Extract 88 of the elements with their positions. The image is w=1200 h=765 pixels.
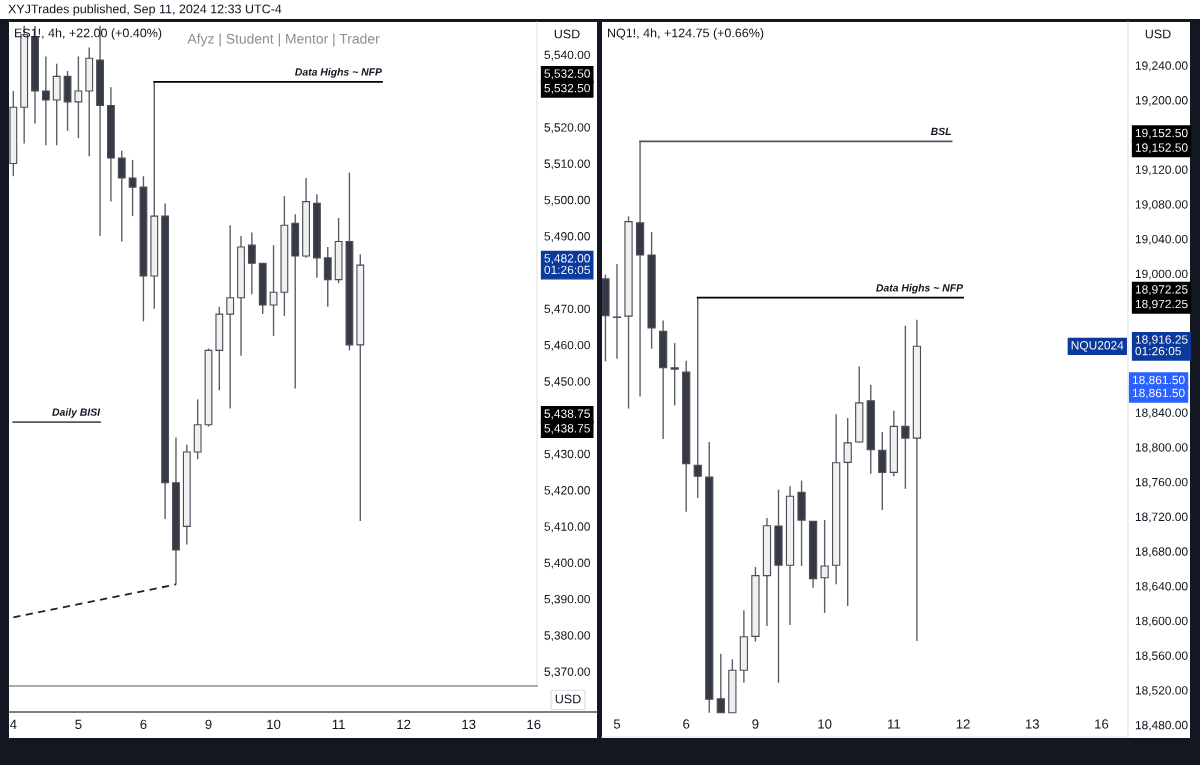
y-axis-title: USD (554, 29, 580, 39)
x-tick-label: 5 (75, 719, 82, 730)
y-tick-label: 18,600.00 (1135, 616, 1188, 627)
x-tick-label: 4 (9, 719, 17, 729)
y-tick-label: 5,500.00 (544, 195, 590, 206)
text: 18,861.50 (1132, 388, 1185, 399)
text: 18,916.25 01:26:05 (1135, 335, 1188, 356)
series-label: Data Highs ~ NFP (295, 67, 382, 78)
annotation: NQU2024 (1071, 341, 1124, 352)
x-tick-label: 11 (332, 719, 345, 729)
text: 19,152.50 (1135, 143, 1188, 154)
x-tick-label: 6 (140, 719, 147, 730)
y-tick-label: 5,430.00 (544, 449, 590, 460)
series-label: BSL (930, 127, 951, 136)
candlestick (41, 55, 50, 147)
text: 19,152.50 (1135, 128, 1188, 139)
y-tick-label: 18,520.00 (1135, 686, 1188, 696)
text: 5,532.50 (544, 83, 590, 94)
text: 18,972.25 (1135, 285, 1188, 296)
series-label: Daily BISI (52, 408, 101, 418)
x-tick-label: 16 (1095, 719, 1109, 729)
candlestick (693, 297, 702, 499)
x-tick-label: 9 (205, 719, 212, 730)
x-tick-label: 16 (527, 719, 541, 730)
y-tick-label: 19,080.00 (1135, 200, 1188, 211)
x-tick-label: 5 (613, 719, 621, 729)
text: USD (555, 694, 581, 704)
text: 5,438.75 (544, 409, 590, 420)
text: 18,861.50 (1132, 375, 1185, 386)
candlestick (117, 150, 126, 243)
text: 5,532.50 (544, 69, 590, 80)
y-tick-label: 18,560.00 (1135, 651, 1188, 662)
y-tick-label: 5,470.00 (544, 304, 590, 315)
text: Afyz | Student | Mentor | Trader (187, 33, 380, 47)
y-tick-label: 18,800.00 (1135, 443, 1188, 454)
candlestick (612, 263, 622, 360)
text: 18,972.25 (1135, 299, 1188, 310)
y-tick-label: 5,450.00 (544, 377, 590, 388)
y-tick-label: 5,520.00 (544, 123, 590, 134)
x-tick-label: 13 (462, 719, 476, 730)
candlestick (247, 231, 256, 295)
x-tick-label: 12 (956, 719, 970, 729)
candlestick (878, 431, 887, 511)
x-tick-label: 12 (397, 719, 411, 729)
text: 5,438.75 (544, 424, 590, 434)
y-tick-label: 5,410.00 (544, 522, 590, 533)
y-tick-label: 5,370.00 (544, 667, 590, 678)
x-tick-label: 11 (887, 719, 901, 729)
y-tick-label: 18,680.00 (1135, 547, 1188, 558)
y-tick-label: 18,480.00 (1135, 720, 1188, 731)
y-tick-label: 18,720.00 (1135, 512, 1188, 523)
series-label: Data Highs ~ NFP (876, 283, 964, 294)
y-tick-label: 19,200.00 (1135, 96, 1188, 106)
text: 5,482.00 01:26:05 (544, 254, 590, 275)
x-tick-label: 13 (1025, 719, 1040, 729)
x-tick-label: 9 (752, 719, 759, 729)
x-tick-label: 10 (267, 719, 281, 730)
y-tick-label: 18,840.00 (1135, 408, 1188, 419)
y-tick-label: 5,460.00 (544, 340, 590, 351)
candlestick (670, 342, 679, 407)
y-tick-label: 5,510.00 (544, 159, 590, 170)
x-tick-label: 6 (683, 719, 690, 729)
chart-title: NQ1!, 4h, +124.75 (+0.66%) (608, 28, 764, 40)
candlestick (716, 653, 725, 714)
y-tick-label: 5,540.00 (544, 50, 590, 61)
candlestick (128, 159, 137, 217)
y-tick-label: 5,390.00 (544, 594, 590, 605)
y-tick-label: 5,380.00 (544, 631, 590, 642)
y-axis-title: USD (1145, 29, 1171, 39)
candlestick (226, 224, 235, 410)
y-tick-label: 19,120.00 (1135, 165, 1188, 176)
candlestick (323, 246, 332, 308)
y-tick-label: 19,240.00 (1135, 61, 1188, 72)
candlestick (901, 325, 910, 490)
y-tick-label: 5,420.00 (544, 486, 590, 496)
y-tick-label: 19,040.00 (1135, 234, 1188, 245)
y-tick-label: 5,400.00 (544, 558, 590, 569)
y-tick-label: 5,490.00 (544, 232, 590, 242)
x-tick-label: 10 (818, 719, 832, 729)
candlestick (74, 55, 83, 139)
candlestick (820, 519, 829, 614)
candlestick (843, 417, 852, 607)
candlestick (269, 244, 278, 337)
candlestick (52, 63, 61, 147)
text: XYJTrades published, Sep 11, 2024 12:33 UTC-4 (8, 4, 282, 16)
y-tick-label: 18,640.00 (1135, 582, 1188, 592)
y-tick-label: 19,000.00 (1135, 269, 1188, 280)
y-tick-label: 18,760.00 (1135, 477, 1188, 488)
